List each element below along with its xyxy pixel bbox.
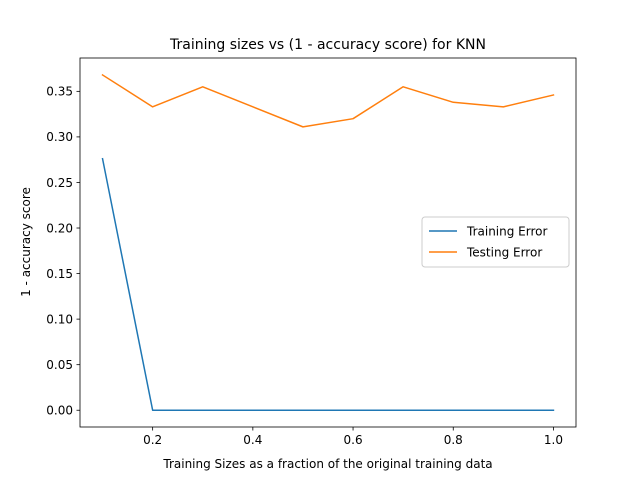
y-tick-label: 0.00 (46, 404, 73, 418)
legend-label-1: Training Error (466, 224, 547, 238)
legend-box (421, 216, 570, 268)
x-tick-label: 0.2 (143, 433, 162, 447)
chart-title: Training sizes vs (1 - accuracy score) f… (169, 37, 486, 53)
legend-label-2: Testing Error (466, 245, 542, 259)
legend: Training Error Testing Error (421, 216, 570, 268)
x-tick-label: 0.8 (444, 433, 463, 447)
axes-frame (79, 57, 577, 428)
y-tick-label: 0.25 (46, 176, 73, 190)
x-tick-label: 1.0 (544, 433, 563, 447)
y-tick-label: 0.10 (46, 312, 73, 326)
y-tick-label: 0.35 (46, 85, 73, 99)
plot-area: 0.2 0.4 0.6 0.8 1.0 0.00 0.05 0.10 0.15 0.20 0.25 0… (46, 57, 577, 447)
y-tick-label: 0.15 (46, 267, 73, 281)
x-axis-title: Training Sizes as a fraction of the orig… (162, 457, 492, 471)
series-line-1 (101, 157, 555, 411)
y-tick-label: 0.05 (46, 358, 73, 372)
y-tick-label: 0.30 (46, 130, 73, 144)
x-tick-label: 0.6 (344, 433, 363, 447)
y-axis-title: 1 - accuracy score (19, 187, 33, 297)
x-tick-label: 0.4 (243, 433, 262, 447)
series-line-2 (101, 73, 555, 128)
y-tick-label: 0.20 (46, 221, 73, 235)
